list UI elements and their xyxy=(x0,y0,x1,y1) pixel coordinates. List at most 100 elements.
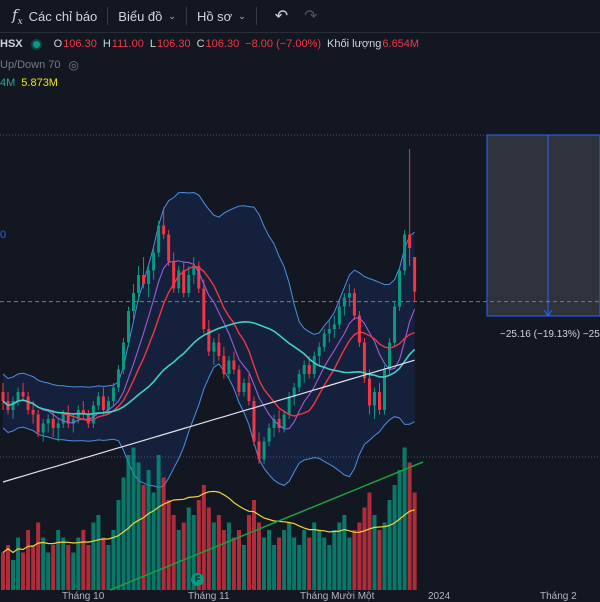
volume-bar xyxy=(236,530,241,590)
candle-body xyxy=(403,234,407,271)
toolbar-divider xyxy=(185,7,187,25)
candle-body xyxy=(232,360,236,370)
volume-bar xyxy=(362,507,367,590)
event-marker[interactable]: F xyxy=(191,573,204,586)
undo-icon[interactable]: ↶ xyxy=(274,8,289,25)
candle-body xyxy=(111,387,115,401)
candle-body xyxy=(347,293,351,298)
candle-body xyxy=(66,414,70,424)
candle-body xyxy=(71,419,75,424)
volume-bar xyxy=(287,522,292,590)
volume-bar xyxy=(111,530,116,590)
candle-body xyxy=(121,342,125,370)
volume-bar xyxy=(156,455,161,590)
high-label: H xyxy=(102,38,111,50)
volume-value-a: 4M xyxy=(0,77,16,89)
volume-bar xyxy=(106,545,111,590)
volume-bar xyxy=(327,545,332,590)
candle-body xyxy=(36,414,40,433)
volume-bar xyxy=(392,485,397,590)
candle-body xyxy=(322,333,326,347)
volume-bar xyxy=(387,500,392,590)
candle-body xyxy=(277,419,281,428)
candle-body xyxy=(237,369,241,392)
ohlc-legend: HSX O 106.30 H 111.00 L 106.30 C 106.30 … xyxy=(0,38,425,50)
candle-body xyxy=(142,275,146,284)
volume-bar xyxy=(367,492,372,590)
eye-off-icon[interactable]: ◎ xyxy=(68,58,80,72)
volume-bar xyxy=(31,545,36,590)
volume-bar xyxy=(176,530,181,590)
candle-body xyxy=(132,293,136,311)
candle-body xyxy=(101,396,105,410)
volume-bar xyxy=(246,515,251,590)
volume-bar xyxy=(171,515,176,590)
candle-body xyxy=(11,401,15,410)
indicators-label: Các chỉ báo xyxy=(28,8,98,24)
redo-icon[interactable]: ↷ xyxy=(304,8,318,25)
candle-body xyxy=(192,266,196,275)
symbol-label[interactable]: HSX xyxy=(0,38,23,50)
candle-body xyxy=(202,288,206,329)
volume-bar xyxy=(402,447,407,590)
volume-bar xyxy=(61,537,66,590)
candle-body xyxy=(1,392,5,401)
volume-bar xyxy=(201,485,206,590)
volume-bar xyxy=(322,537,327,590)
indicator-label[interactable]: Up/Down 70 xyxy=(0,59,61,71)
volume-bar xyxy=(231,537,236,590)
volume-bar xyxy=(292,537,297,590)
candle-body xyxy=(56,423,60,428)
candle-body xyxy=(26,396,30,410)
close-label: C xyxy=(196,38,205,50)
x-axis-label: Tháng Mười Một xyxy=(300,591,375,602)
volume-bar xyxy=(6,545,11,590)
ma-teal-line xyxy=(2,320,416,416)
candle-body xyxy=(167,234,171,262)
volume-bar xyxy=(76,537,81,590)
volume-bar xyxy=(41,537,46,590)
candle-body xyxy=(227,360,231,374)
volume-ma-line xyxy=(2,490,415,554)
candle-body xyxy=(152,252,156,271)
candle-body xyxy=(393,306,397,343)
indicator-legend: Up/Down 70 ◎ xyxy=(0,58,79,72)
candle-body xyxy=(61,414,65,424)
candle-body xyxy=(267,428,271,442)
volume-bar xyxy=(26,530,31,590)
ma-purple-line xyxy=(2,260,416,430)
indicators-button[interactable]: fx Các chỉ báo xyxy=(0,6,97,27)
high-value: 111.00 xyxy=(111,38,144,50)
volume-bar xyxy=(267,530,272,590)
volume-trend-line xyxy=(109,461,424,591)
candle-body xyxy=(157,225,161,253)
candle-body xyxy=(147,270,151,284)
candle-body xyxy=(307,365,311,374)
volume-value-b: 5.873M xyxy=(21,77,58,89)
x-axis-label: Tháng 11 xyxy=(188,591,230,602)
candle-body xyxy=(372,392,376,406)
volume-bar xyxy=(226,522,231,590)
low-value: 106.30 xyxy=(156,38,191,50)
bollinger-upper-line xyxy=(2,191,415,388)
volume-bar xyxy=(257,522,262,590)
volume-bar xyxy=(332,530,337,590)
volume-bar xyxy=(302,530,307,590)
ma-red-line xyxy=(2,265,415,422)
candle-body xyxy=(352,293,356,316)
volume-bar xyxy=(211,522,216,590)
function-icon: fx xyxy=(12,5,23,27)
candle-body xyxy=(242,383,246,392)
chart-menu-label: Biểu đồ xyxy=(118,8,163,24)
volume-bar xyxy=(136,462,141,590)
candle-body xyxy=(172,261,176,289)
candle-body xyxy=(282,414,286,428)
candle-body xyxy=(106,401,110,410)
volume-bar xyxy=(126,455,131,590)
x-axis-label: Tháng 2 xyxy=(540,591,577,602)
volume-bar xyxy=(297,545,302,590)
chart-menu-button[interactable]: Biểu đồ ⌄ xyxy=(118,9,176,24)
candle-body xyxy=(21,392,25,397)
profile-menu-button[interactable]: Hồ sơ ⌄ xyxy=(197,9,246,24)
